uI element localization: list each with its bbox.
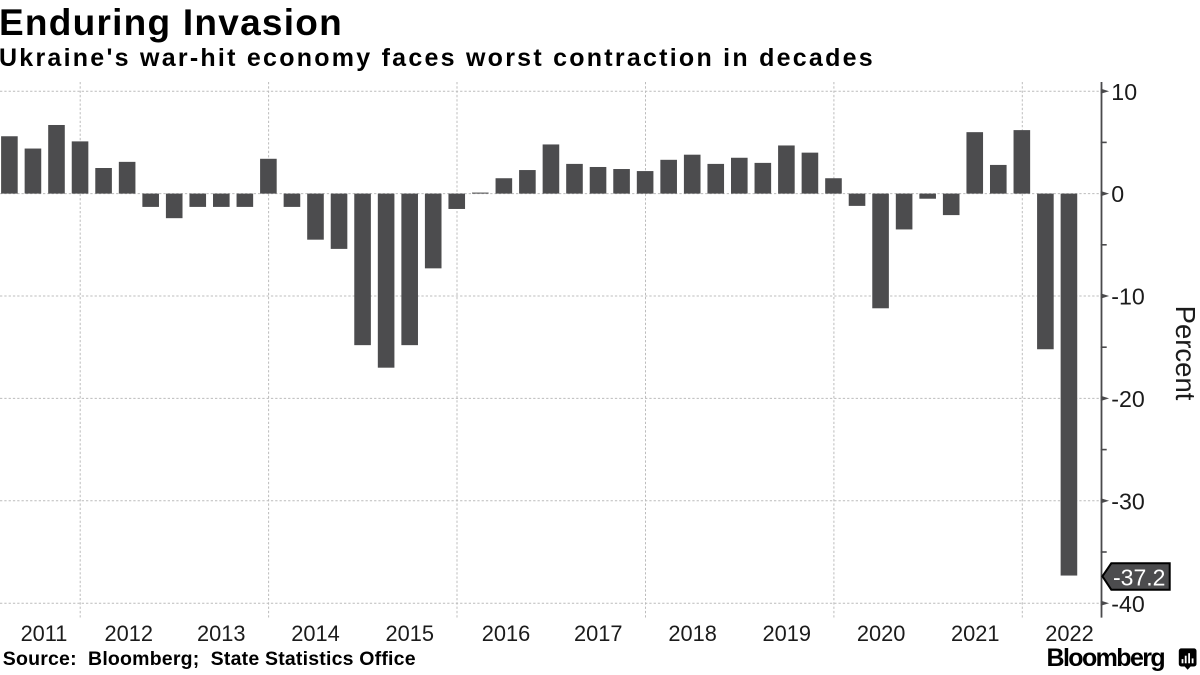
svg-text:2015: 2015	[386, 621, 435, 646]
svg-text:2020: 2020	[857, 621, 906, 646]
svg-text:2019: 2019	[763, 621, 812, 646]
svg-text:2014: 2014	[291, 621, 340, 646]
svg-text:2012: 2012	[105, 621, 154, 646]
svg-text:Percent: Percent	[1170, 306, 1200, 401]
svg-text:-37.2: -37.2	[1113, 564, 1165, 590]
svg-text:-10: -10	[1111, 284, 1145, 310]
svg-text:-40: -40	[1111, 591, 1145, 617]
svg-text:2016: 2016	[482, 621, 531, 646]
svg-text:2018: 2018	[668, 621, 717, 646]
svg-text:2011: 2011	[21, 621, 68, 646]
svg-text:-20: -20	[1111, 386, 1145, 412]
svg-text:2022: 2022	[1045, 621, 1094, 646]
svg-text:10: 10	[1111, 79, 1137, 105]
svg-text:-30: -30	[1111, 488, 1145, 514]
svg-text:2021: 2021	[951, 621, 1000, 646]
svg-text:2013: 2013	[197, 621, 246, 646]
svg-text:0: 0	[1111, 181, 1124, 207]
svg-text:2017: 2017	[574, 621, 623, 646]
